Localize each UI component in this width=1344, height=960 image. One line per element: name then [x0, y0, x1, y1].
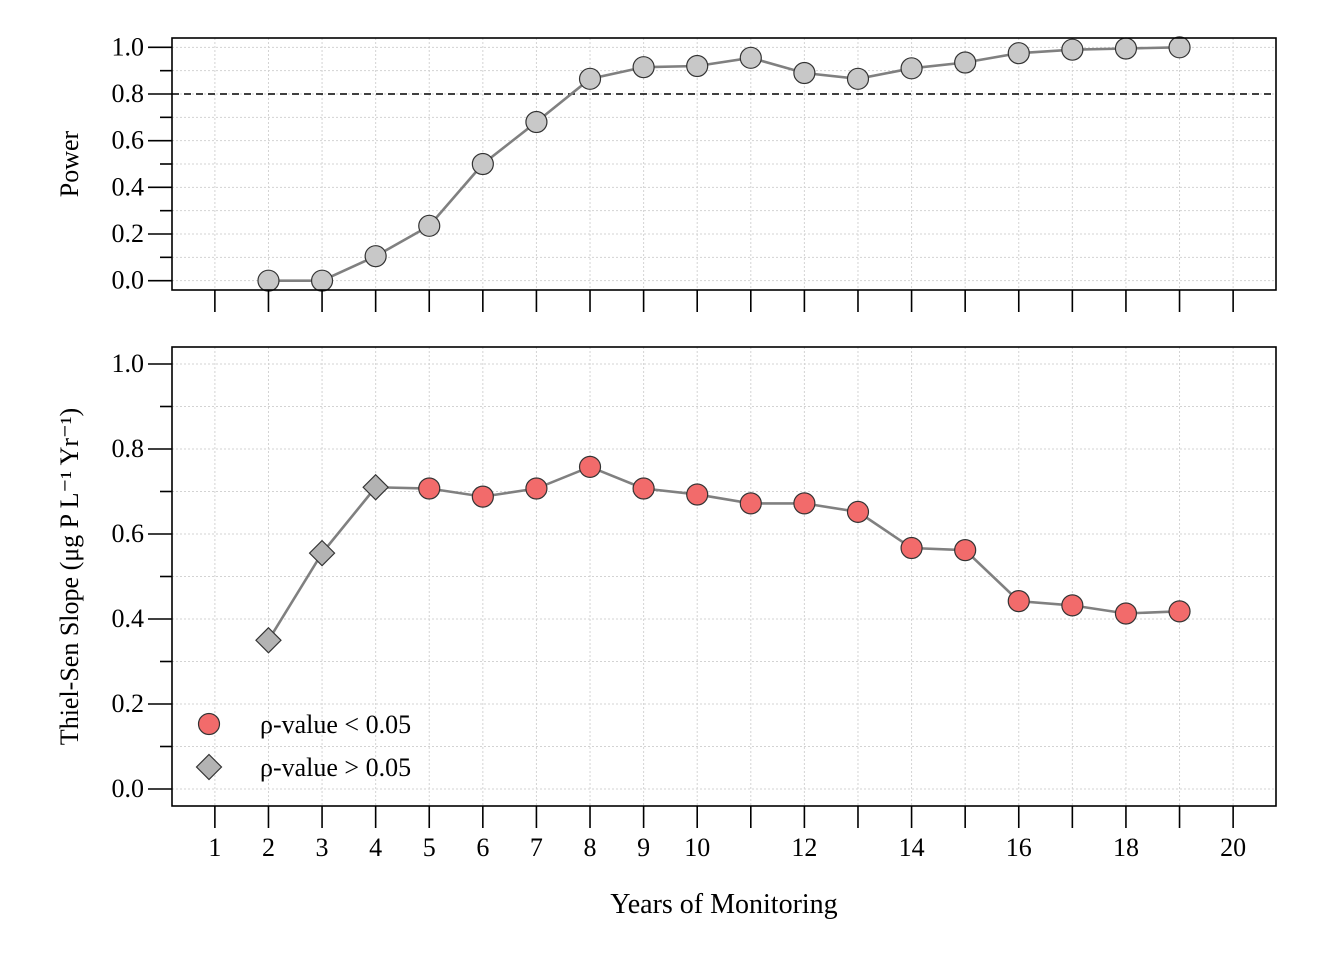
slope-x-axis-label: Years of Monitoring: [610, 889, 837, 920]
slope-y-tick-label: 0.0: [112, 774, 145, 803]
slope-point-circle: [418, 477, 441, 500]
power-point-circle: [793, 61, 816, 85]
slope-point-diamond: [255, 626, 282, 654]
power-point-circle: [418, 214, 441, 237]
slope-y-tick-label: 0.4: [112, 604, 145, 633]
slope-point-circle: [686, 483, 709, 506]
power-y-axis: 0.0 0.2 0.4 0.6 0.8 1.0: [112, 32, 172, 295]
slope-x-tick-label: 16: [1006, 833, 1032, 862]
power-point-circle: [364, 245, 387, 268]
slope-y-tick-label: 0.6: [112, 519, 145, 548]
power-point-circle: [632, 56, 655, 79]
slope-x-tick-label: 18: [1113, 833, 1139, 862]
slope-x-tick-label: 5: [423, 833, 436, 862]
power-point-circle: [471, 152, 494, 176]
slope-y-tick-label: 1.0: [112, 349, 145, 378]
slope-point-circle: [739, 492, 762, 515]
slope-series-line: [267, 465, 1180, 641]
slope-point-diamond: [362, 473, 389, 501]
power-point-circle: [525, 110, 548, 134]
power-point-circle: [1168, 36, 1191, 59]
slope-x-tick-label: 1: [208, 833, 221, 862]
legend-diamond-marker: [195, 753, 223, 781]
power-y-tick-label: 1.0: [112, 32, 145, 61]
power-point-circle: [1114, 37, 1138, 60]
power-y-axis-label: Power: [55, 130, 84, 197]
power-x-axis: [214, 290, 1234, 312]
slope-series: [255, 455, 1191, 654]
power-panel: 0.0 0.2 0.4 0.6 0.8 1.0 Power: [55, 32, 1277, 312]
slope-point-circle: [1061, 594, 1084, 617]
slope-point-circle: [578, 455, 602, 478]
slope-grid: [172, 347, 1276, 806]
slope-x-tick-label: 10: [684, 833, 710, 862]
power-y-tick-label: 0.2: [112, 219, 145, 248]
power-point-circle: [257, 269, 280, 292]
slope-y-axis: 0.0 0.2 0.4 0.6 0.8 1.0: [112, 349, 172, 803]
legend-circle-marker: [197, 712, 221, 736]
slope-point-circle: [793, 492, 816, 515]
slope-x-tick-label: 7: [530, 833, 543, 862]
slope-point-circle: [471, 485, 494, 508]
slope-x-tick-label: 2: [262, 833, 275, 862]
slope-point-circle: [1168, 600, 1191, 623]
slope-panel: 0.00.20.40.60.81.0 1 2 3 4 5 6 7 8 9 10 12 14 16 18 20…: [55, 346, 1277, 920]
slope-x-tick-label: 3: [316, 833, 329, 862]
slope-point-circle: [1007, 590, 1030, 613]
slope-x-tick-label: 6: [476, 833, 489, 862]
power-point-circle: [739, 46, 762, 69]
slope-y-tick-label: 0.8: [112, 434, 145, 463]
slope-point-circle: [525, 477, 548, 500]
slope-x-tick-label: 12: [791, 833, 817, 862]
power-y-tick-label: 0.4: [112, 172, 145, 201]
legend-item-nonsignificant: ρ-value > 0.05: [195, 753, 411, 782]
slope-point-circle: [1114, 602, 1138, 625]
slope-point-circle: [954, 539, 977, 562]
slope-x-tick-label: 4: [369, 833, 382, 862]
power-point-circle: [310, 269, 334, 292]
power-y-tick-label: 0.0: [112, 266, 145, 295]
slope-point-circle: [900, 536, 923, 560]
legend-label-significant: ρ-value < 0.05: [260, 710, 411, 739]
slope-x-tick-label: 14: [899, 833, 925, 862]
power-point-circle: [900, 57, 923, 80]
power-point-circle: [1007, 42, 1030, 65]
legend: ρ-value < 0.05 ρ-value > 0.05: [195, 710, 411, 782]
power-point-circle: [846, 67, 870, 90]
legend-label-nonsignificant: ρ-value > 0.05: [260, 753, 411, 782]
slope-x-axis: 1 2 3 4 5 6 7 8 9 10 12 14 16 18 20: [208, 806, 1246, 862]
slope-point-circle: [846, 500, 870, 523]
slope-point-diamond: [308, 539, 336, 567]
power-point-circle: [1061, 38, 1084, 61]
slope-x-tick-label: 8: [584, 833, 597, 862]
power-y-tick-label: 0.8: [112, 79, 145, 108]
power-series: [257, 36, 1191, 292]
slope-point-circle: [632, 477, 655, 500]
power-grid: [172, 38, 1276, 290]
power-point-circle: [578, 67, 602, 90]
power-point-circle: [954, 51, 977, 74]
slope-y-tick-label: 0.2: [112, 689, 145, 718]
power-y-tick-label: 0.6: [112, 126, 145, 155]
slope-y-axis-label: Thiel-Sen Slope (μg P L⁻¹ Yr⁻¹): [55, 408, 84, 745]
slope-x-tick-label: 20: [1220, 833, 1246, 862]
power-point-circle: [686, 54, 709, 78]
legend-item-significant: ρ-value < 0.05: [197, 710, 411, 739]
slope-x-tick-label: 9: [637, 833, 650, 862]
